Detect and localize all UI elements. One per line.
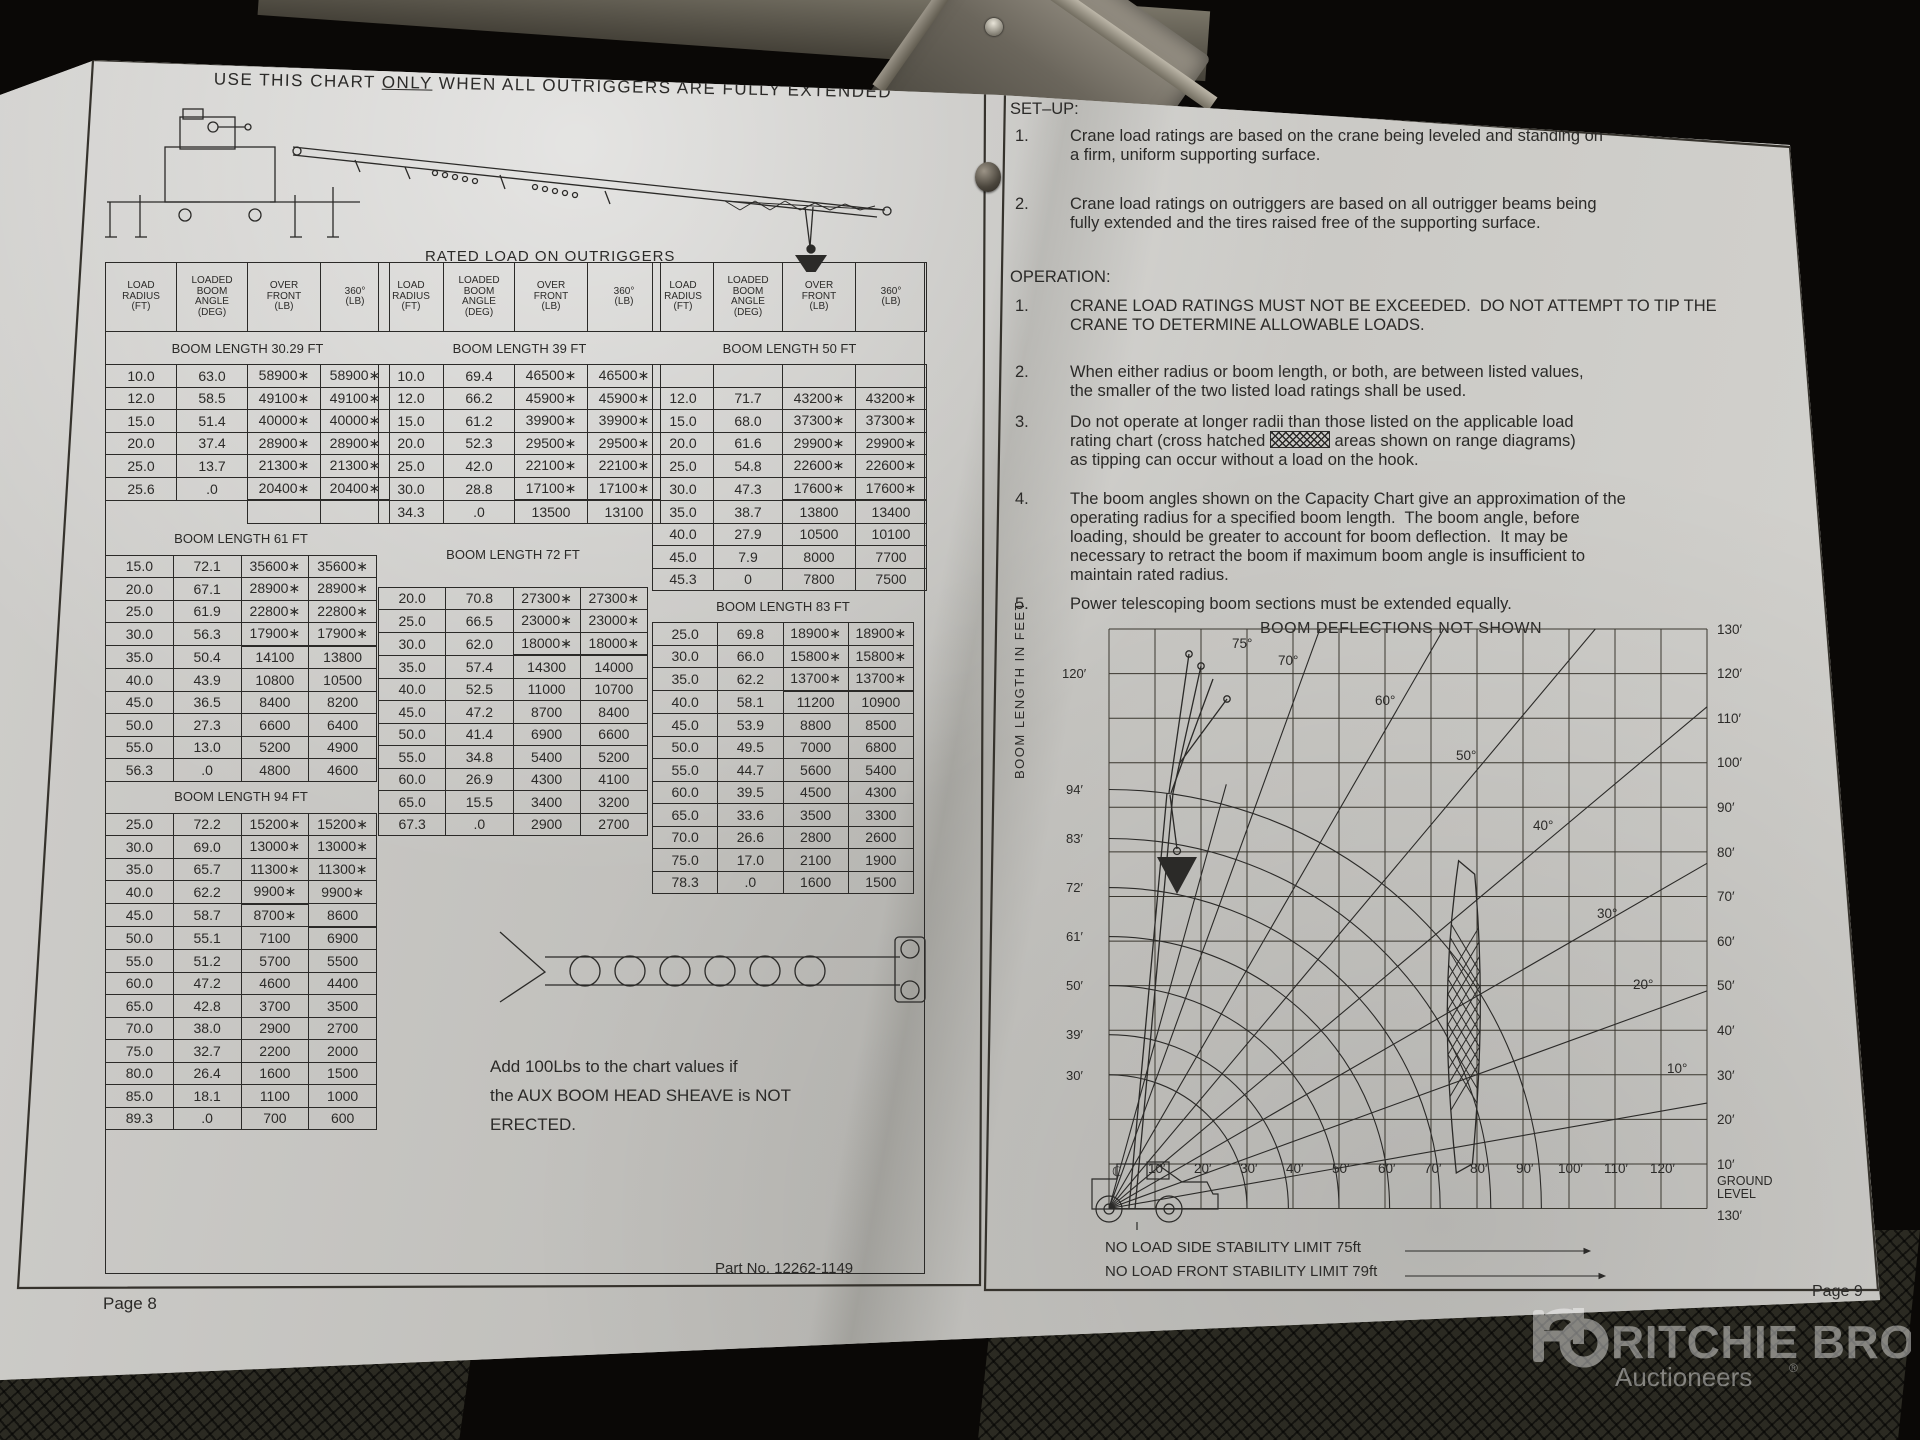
svg-text:RITCHIE BROS.: RITCHIE BROS. (1611, 1316, 1911, 1368)
svg-text:Auctioneers: Auctioneers (1615, 1362, 1752, 1392)
svg-text:®: ® (1789, 1361, 1798, 1375)
